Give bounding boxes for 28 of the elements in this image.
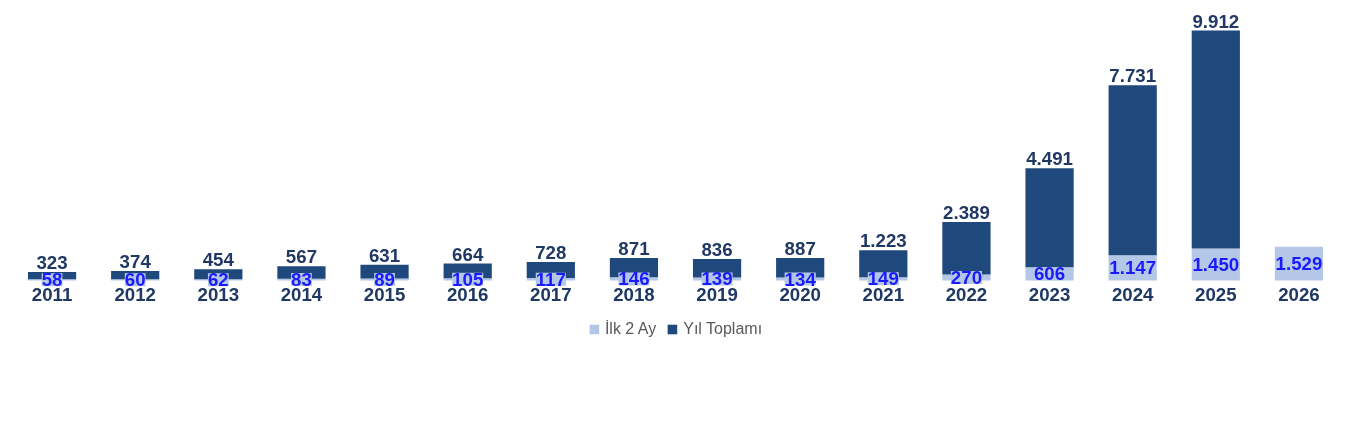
data-label: 1.223 — [859, 230, 907, 252]
legend-label: Yıl Toplamı — [683, 320, 763, 338]
x-tick-label: 2021 — [862, 284, 905, 305]
data-label: 9.912 — [1192, 10, 1240, 32]
data-label: 836 — [701, 239, 733, 261]
x-tick-label: 2024 — [1111, 284, 1155, 305]
data-label: 2.389 — [943, 201, 990, 223]
data-label: 454 — [202, 249, 235, 271]
data-label: 606 — [1034, 263, 1066, 285]
x-tick-label: 2018 — [613, 284, 655, 305]
data-label: 1.450 — [1192, 254, 1240, 276]
data-label: 887 — [784, 238, 816, 260]
data-label: 728 — [535, 241, 567, 263]
data-label: 871 — [618, 238, 650, 260]
legend-label: İlk 2 Ay — [604, 320, 657, 338]
x-tick-label: 2025 — [1195, 284, 1237, 305]
data-label: 374 — [119, 250, 152, 272]
data-label: 631 — [369, 244, 401, 266]
data-label: 664 — [452, 243, 484, 265]
data-label: 1.529 — [1275, 253, 1323, 275]
data-label: 1.147 — [1109, 257, 1157, 279]
x-tick-label: 2019 — [696, 284, 738, 305]
data-label: 323 — [36, 252, 68, 274]
data-label: 4.491 — [1026, 148, 1073, 170]
x-tick-label: 2023 — [1028, 284, 1071, 305]
x-tick-label: 2026 — [1278, 284, 1320, 305]
data-label: 7.731 — [1109, 65, 1157, 87]
data-label: 567 — [285, 246, 318, 268]
